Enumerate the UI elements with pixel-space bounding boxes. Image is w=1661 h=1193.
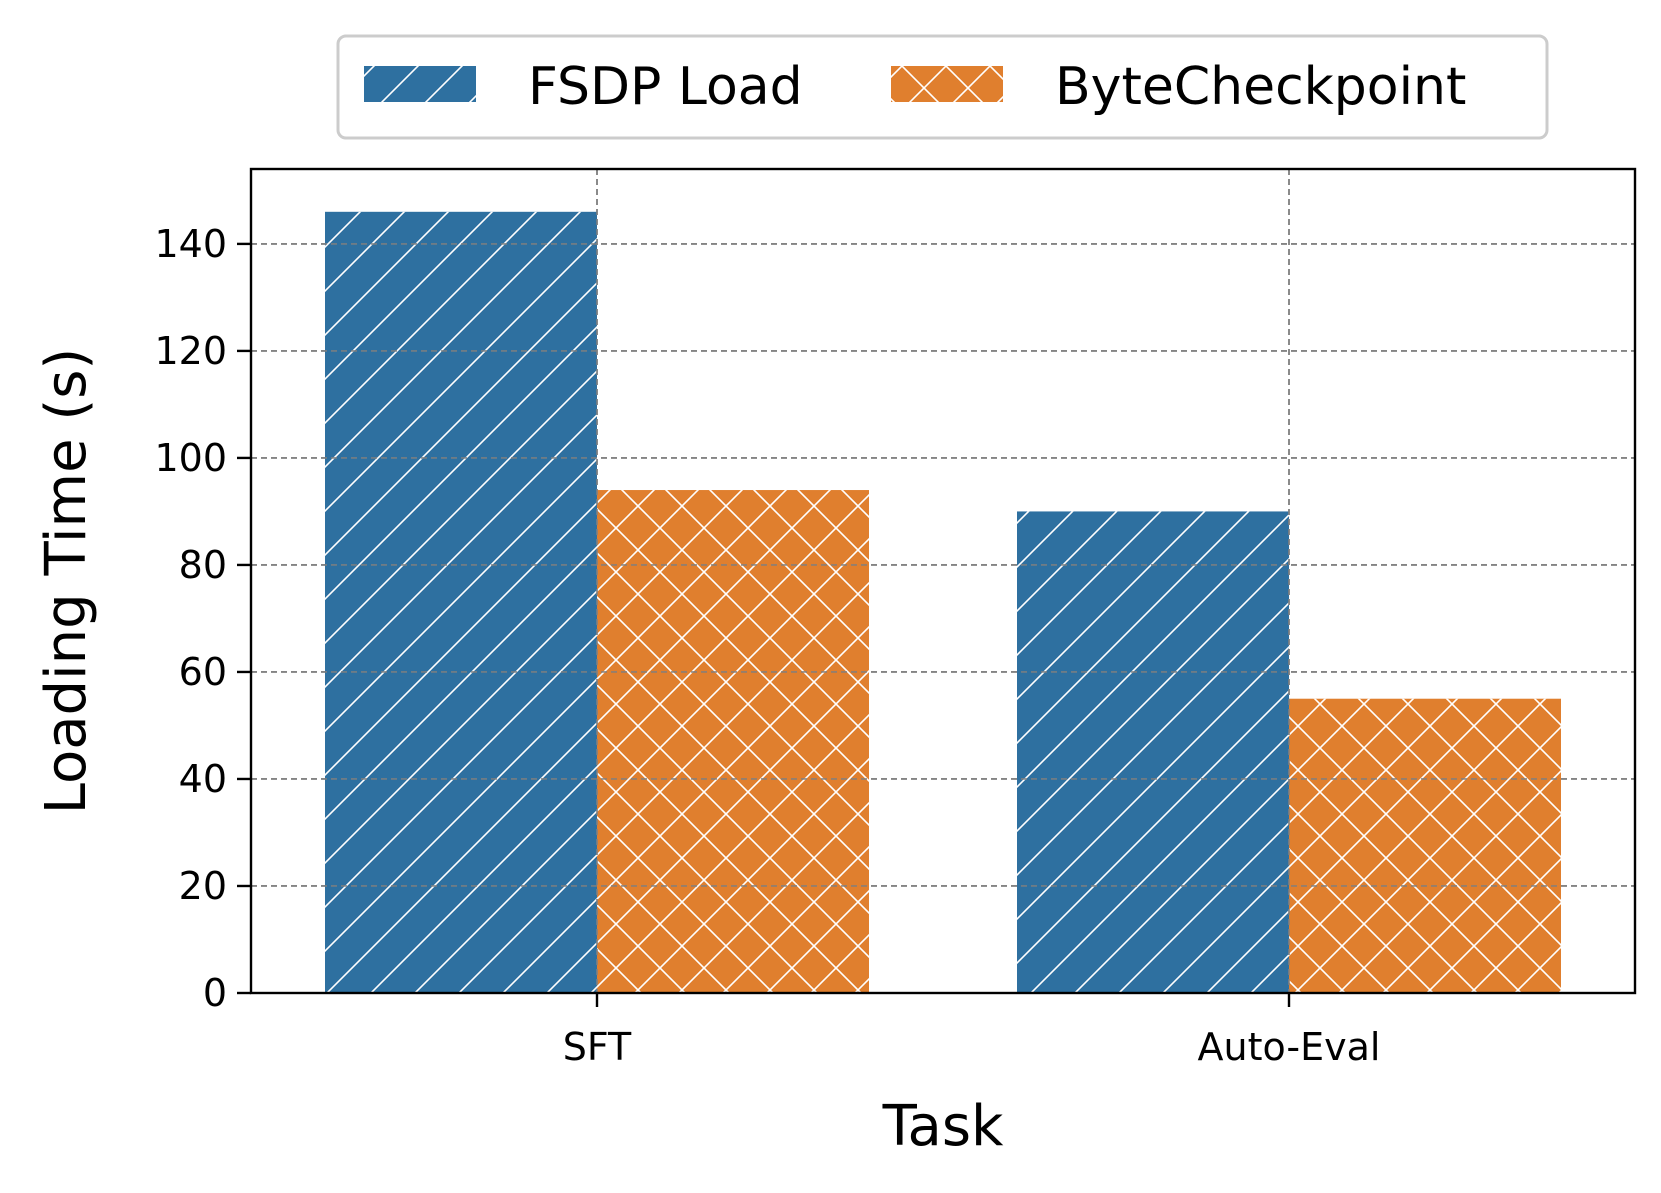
legend-swatch-fsdp-load-hatch (364, 66, 476, 102)
plot-frame (249, 167, 1637, 995)
y-axis-ticks: 0 20 40 60 80 100 120 140 (154, 222, 251, 1015)
bar-bytecheckpoint-sft-hatch (597, 490, 869, 993)
y-axis-title: Loading Time (s) (34, 348, 99, 814)
x-tick-label: Auto-Eval (1198, 1025, 1381, 1069)
legend: FSDP Load ByteCheckpoint (336, 34, 1549, 140)
y-tick-label: 0 (203, 971, 227, 1015)
legend-label-fsdp-load: FSDP Load (528, 57, 803, 117)
bar-bytecheckpoint-auto-eval-hatch (1289, 698, 1561, 993)
legend-label-bytecheckpoint: ByteCheckpoint (1055, 57, 1466, 117)
y-tick-label: 80 (179, 543, 227, 587)
y-tick-label: 20 (179, 864, 227, 908)
y-tick-label: 100 (154, 436, 227, 480)
y-tick-label: 140 (154, 222, 227, 266)
y-tick-label: 120 (154, 329, 227, 373)
x-axis-ticks: SFT Auto-Eval (563, 993, 1381, 1069)
y-tick-label: 40 (179, 757, 227, 801)
bar-fsdp-load-auto-eval-hatch (1017, 511, 1289, 993)
y-tick-label: 60 (179, 650, 227, 694)
bar-fsdp-load-sft-hatch (325, 211, 597, 994)
x-axis-title: Task (882, 1094, 1004, 1159)
legend-swatch-bytecheckpoint-hatch (891, 66, 1003, 102)
bars (251, 169, 1635, 994)
x-tick-label: SFT (563, 1025, 632, 1069)
